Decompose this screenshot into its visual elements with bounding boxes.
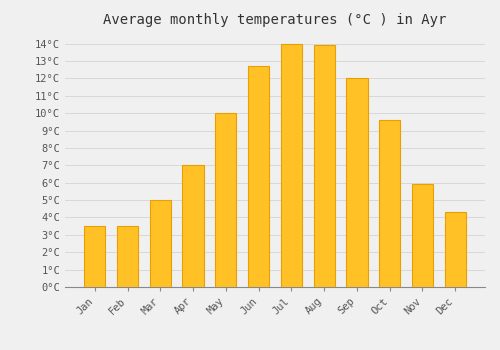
Bar <box>346 78 368 287</box>
Bar <box>280 44 302 287</box>
Bar <box>84 226 106 287</box>
Bar <box>379 120 400 287</box>
Bar <box>215 113 236 287</box>
Bar <box>248 66 270 287</box>
Bar <box>117 226 138 287</box>
Bar <box>444 212 466 287</box>
Bar <box>182 165 204 287</box>
Bar <box>150 200 171 287</box>
Bar <box>412 184 433 287</box>
Bar <box>314 46 335 287</box>
Title: Average monthly temperatures (°C ) in Ayr: Average monthly temperatures (°C ) in Ay… <box>104 13 446 27</box>
